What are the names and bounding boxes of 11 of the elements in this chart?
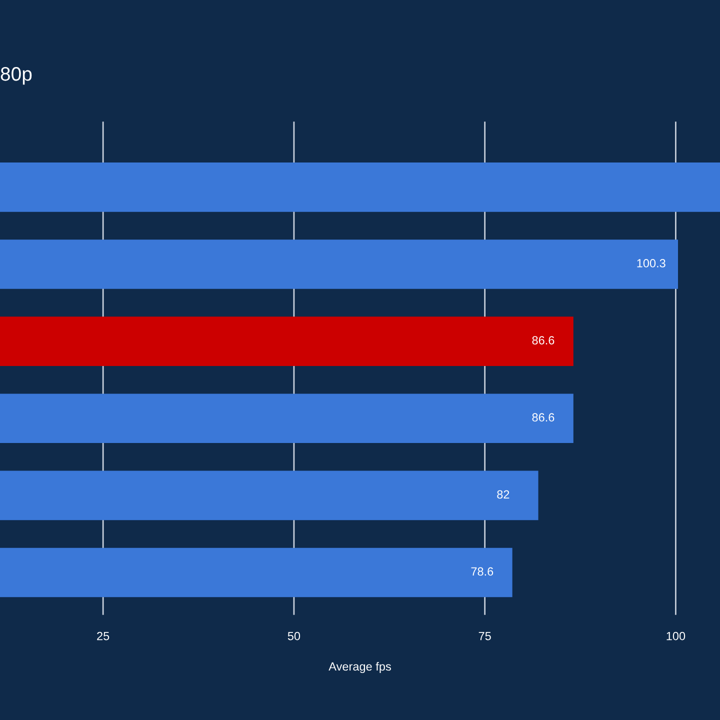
x-tick-label: 50 xyxy=(288,632,300,640)
data-label: 100.3 xyxy=(637,259,666,268)
data-label: 86.6 xyxy=(532,413,554,422)
x-tick-label: 25 xyxy=(97,632,110,640)
x-axis-title: Average fps xyxy=(328,662,391,673)
data-label: 82 xyxy=(497,490,510,499)
data-label: 86.6 xyxy=(532,336,554,344)
chart-title: 80p xyxy=(0,67,32,85)
x-tick-label: 100 xyxy=(666,632,686,640)
data-label: 78.6 xyxy=(471,567,494,576)
x-tick-label: 75 xyxy=(478,632,491,640)
